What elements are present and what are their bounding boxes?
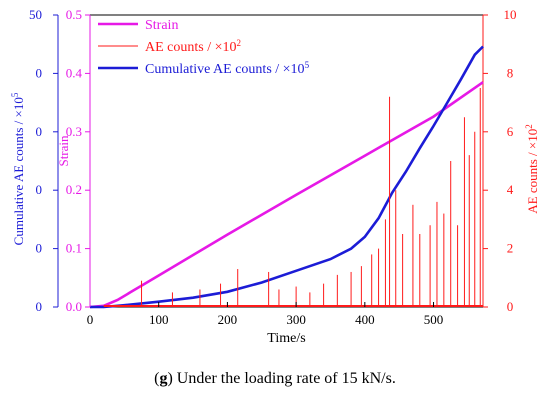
- x-tick-label: 100: [149, 312, 169, 327]
- x-tick-label: 300: [286, 312, 306, 327]
- cumulative-tick-label: 0: [36, 182, 43, 197]
- ae-tick-label: 10: [504, 7, 517, 22]
- cumulative-ae-line: [90, 45, 484, 309]
- cumulative-axis-title: Cumulative AE counts / ×105: [10, 92, 26, 245]
- legend-label: Strain: [145, 18, 178, 33]
- x-axis-title: Time/s: [267, 331, 305, 346]
- ae-tick-label: 2: [507, 241, 514, 256]
- cumulative-tick-label: 0: [36, 124, 43, 139]
- ae-tick-label: 8: [507, 65, 514, 80]
- legend-label: AE counts / ×102: [145, 38, 241, 55]
- legend: Strain AE counts / ×102 Cumulative AE coun…: [98, 18, 310, 77]
- plot-series: [89, 45, 484, 309]
- legend-label: Cumulative AE counts / ×105: [145, 60, 310, 77]
- x-tick-label: 400: [355, 312, 375, 327]
- x-tick-label: 500: [424, 312, 444, 327]
- strain-tick-label: 0.0: [66, 299, 82, 314]
- caption-text: Under the loading rate of 15 kN/s.: [172, 370, 396, 387]
- strain-line: [89, 81, 484, 309]
- strain-tick-label: 0.1: [66, 241, 82, 256]
- ae-axis-title: AE counts / ×102: [524, 124, 540, 213]
- plot-axes: 0 100 200 300 400 500Time/s0000050Cumulative …: [10, 7, 540, 346]
- figure-caption: (g) Under the loading rate of 15 kN/s.: [154, 370, 396, 387]
- cumulative-tick-label: 0: [36, 299, 43, 314]
- ae-tick-label: 4: [507, 182, 514, 197]
- ae-tick-label: 6: [507, 124, 514, 139]
- cumulative-tick-label: 0: [36, 65, 43, 80]
- strain-tick-label: 0.4: [66, 65, 83, 80]
- x-tick-label: 0: [87, 312, 94, 327]
- ae-tick-label: 0: [507, 299, 514, 314]
- strain-axis-title: Strain: [56, 135, 71, 167]
- cumulative-tick-label: 50: [29, 7, 42, 22]
- x-tick-label: 200: [218, 312, 238, 327]
- caption-label: g: [159, 370, 168, 387]
- strain-tick-label: 0.3: [66, 124, 82, 139]
- chart-svg: 0 100 200 300 400 500Time/s0000050Cumulative …: [10, 7, 540, 346]
- strain-tick-label: 0.5: [66, 7, 82, 22]
- plot-frame: [90, 14, 484, 308]
- cumulative-tick-label: 0: [36, 241, 43, 256]
- strain-tick-label: 0.2: [66, 182, 82, 197]
